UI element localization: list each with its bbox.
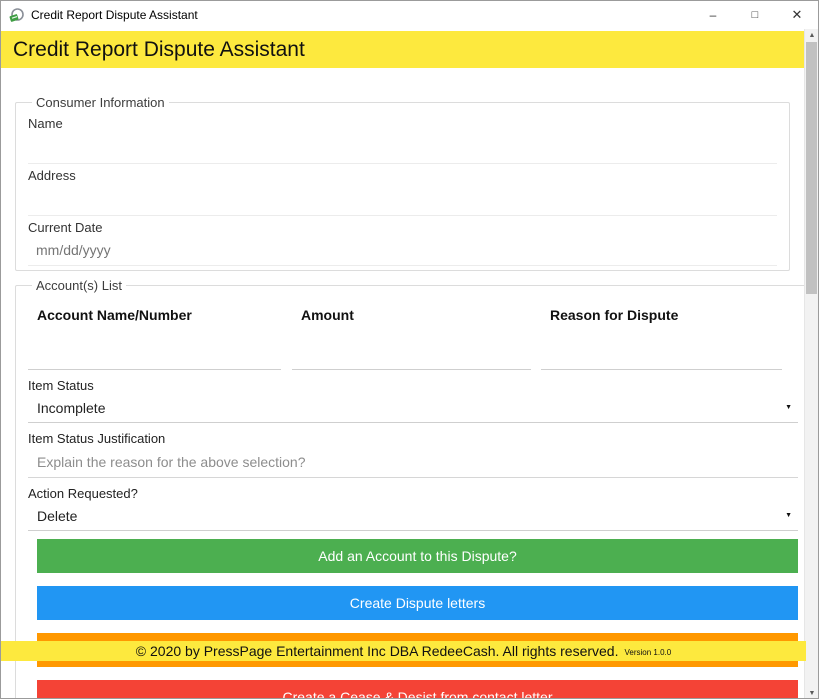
account-name-header: Account Name/Number — [37, 307, 192, 323]
page-header: Credit Report Dispute Assistant — [1, 31, 806, 68]
footer-bar: © 2020 by PressPage Entertainment Inc DB… — [1, 641, 806, 661]
chevron-down-icon: ▼ — [785, 404, 792, 411]
scroll-down-icon[interactable]: ▼ — [808, 690, 816, 697]
item-status-select[interactable]: Incomplete ▼ — [28, 393, 798, 423]
page-title: Credit Report Dispute Assistant — [13, 37, 305, 61]
account-name-input[interactable] — [28, 323, 281, 370]
justification-label: Item Status Justification — [28, 431, 166, 446]
reason-column: Reason for Dispute — [541, 307, 782, 370]
reason-input[interactable] — [541, 323, 782, 370]
account-name-column: Account Name/Number — [28, 307, 281, 370]
vertical-scrollbar[interactable]: ▲ ▼ — [804, 29, 818, 698]
amount-input[interactable] — [292, 323, 531, 370]
main-content: Credit Report Dispute Assistant Consumer… — [1, 29, 806, 698]
amount-column: Amount — [292, 307, 531, 370]
create-dispute-letters-button[interactable]: Create Dispute letters — [37, 586, 798, 620]
action-requested-value: Delete — [37, 507, 78, 524]
current-date-input[interactable] — [28, 235, 777, 266]
accounts-list-legend: Account(s) List — [36, 278, 122, 293]
maximize-icon[interactable]: □ — [751, 9, 759, 21]
account-entry-row: Account Name/Number Amount Reason for Di… — [28, 307, 798, 370]
scrollbar-thumb[interactable] — [806, 42, 817, 294]
item-status-label: Item Status — [28, 378, 94, 393]
current-date-label: Current Date — [28, 220, 103, 235]
minimize-icon[interactable]: – — [709, 8, 717, 22]
action-requested-select[interactable]: Delete ▼ — [28, 501, 798, 531]
item-status-value: Incomplete — [37, 399, 106, 416]
name-input[interactable] — [28, 131, 777, 164]
cease-desist-letter-button[interactable]: Create a Cease & Desist from contact let… — [37, 680, 798, 698]
justification-input[interactable] — [28, 446, 798, 478]
chevron-down-icon: ▼ — [785, 512, 792, 519]
accounts-list-section: Account(s) List Account Name/Number Amou… — [15, 278, 806, 698]
close-icon[interactable]: ✕ — [791, 7, 803, 22]
window-controls: – □ ✕ — [692, 1, 818, 29]
address-input[interactable] — [28, 183, 777, 216]
amount-header: Amount — [301, 307, 354, 323]
action-requested-label: Action Requested? — [28, 486, 138, 501]
app-icon — [9, 8, 24, 22]
address-label: Address — [28, 168, 76, 183]
copyright-text: © 2020 by PressPage Entertainment Inc DB… — [135, 643, 619, 659]
consumer-information-legend: Consumer Information — [36, 95, 165, 110]
version-text: Version 1.0.0 — [624, 647, 672, 657]
add-account-button[interactable]: Add an Account to this Dispute? — [37, 539, 798, 573]
name-label: Name — [28, 116, 63, 131]
title-bar: Credit Report Dispute Assistant – □ ✕ — [1, 1, 818, 29]
window-title: Credit Report Dispute Assistant — [31, 8, 198, 22]
consumer-information-section: Consumer Information Name Address Curren… — [15, 95, 790, 271]
reason-header: Reason for Dispute — [550, 307, 679, 323]
scroll-up-icon[interactable]: ▲ — [808, 32, 816, 39]
